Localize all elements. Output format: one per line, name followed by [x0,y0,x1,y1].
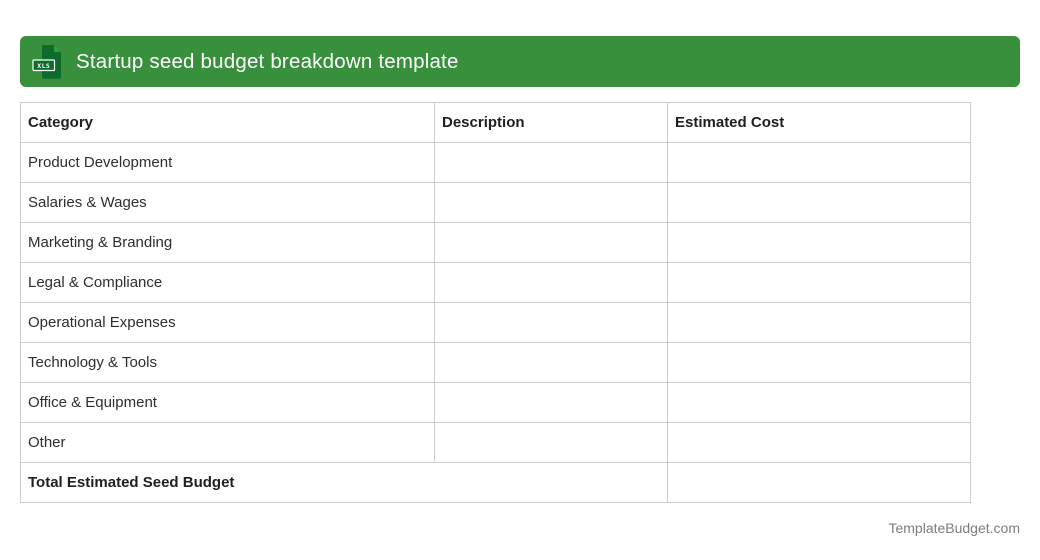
site-credit: TemplateBudget.com [888,520,1020,536]
table-row: Technology & Tools [20,342,971,383]
total-row: Total Estimated Seed Budget [20,462,971,503]
estimated-cost-cell [667,382,971,423]
column-header-estimated-cost: Estimated Cost [667,102,971,143]
template-banner: XLS Startup seed budget breakdown templa… [20,36,1020,87]
table-row: Office & Equipment [20,382,971,423]
xls-file-icon: XLS [32,44,61,79]
table-row: Salaries & Wages [20,182,971,223]
category-cell: Marketing & Branding [20,222,435,263]
estimated-cost-cell [667,262,971,303]
category-cell: Office & Equipment [20,382,435,423]
description-cell [434,302,668,343]
category-cell: Salaries & Wages [20,182,435,223]
estimated-cost-cell [667,302,971,343]
total-value-cell [667,462,971,503]
estimated-cost-cell [667,142,971,183]
category-cell: Legal & Compliance [20,262,435,303]
description-cell [434,422,668,463]
table-row: Operational Expenses [20,302,971,343]
estimated-cost-cell [667,342,971,383]
footer: TemplateBudget.com [20,520,1020,536]
estimated-cost-cell [667,222,971,263]
estimated-cost-cell [667,422,971,463]
column-header-category: Category [20,102,435,143]
budget-table: Category Description Estimated Cost Prod… [20,102,971,503]
total-label-cell: Total Estimated Seed Budget [20,462,668,503]
category-cell: Product Development [20,142,435,183]
description-cell [434,142,668,183]
table-row: Product Development [20,142,971,183]
column-header-description: Description [434,102,668,143]
description-cell [434,182,668,223]
table-row: Marketing & Branding [20,222,971,263]
description-cell [434,222,668,263]
category-cell: Technology & Tools [20,342,435,383]
page-title: Startup seed budget breakdown template [76,49,459,73]
description-cell [434,382,668,423]
xls-icon-label: XLS [37,62,50,70]
table-row: Other [20,422,971,463]
table-header-row: Category Description Estimated Cost [20,102,971,143]
category-cell: Operational Expenses [20,302,435,343]
estimated-cost-cell [667,182,971,223]
description-cell [434,262,668,303]
category-cell: Other [20,422,435,463]
table-row: Legal & Compliance [20,262,971,303]
description-cell [434,342,668,383]
